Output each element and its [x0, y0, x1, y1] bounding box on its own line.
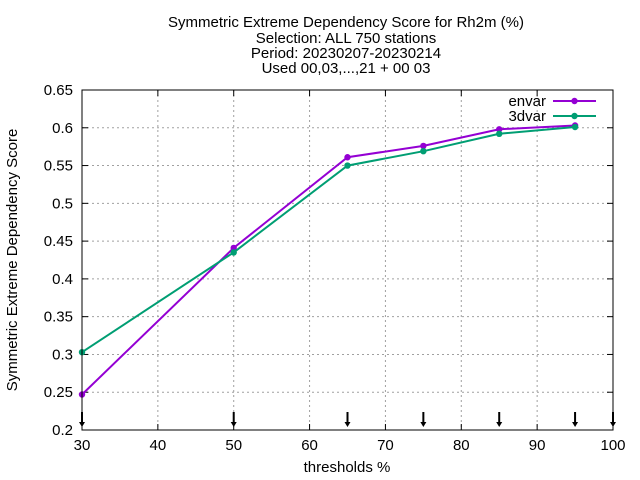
threshold-arrow [420, 412, 427, 427]
title-line-1: Symmetric Extreme Dependency Score for R… [168, 14, 524, 31]
x-tick-label: 70 [377, 437, 394, 454]
x-tick-label: 50 [225, 437, 242, 454]
data-point [230, 244, 237, 252]
y-tick-label: 0.65 [44, 82, 73, 99]
x-tick-label: 100 [600, 437, 625, 454]
x-tick-label: 30 [74, 437, 91, 454]
threshold-arrow [496, 412, 503, 427]
title-line-3: Period: 20230207-20230214 [251, 45, 441, 62]
series-line [81, 126, 576, 354]
legend-label: envar [508, 93, 546, 110]
y-tick-label: 0.55 [44, 158, 73, 175]
y-tick-label: 0.45 [44, 233, 73, 250]
x-tick-label: 80 [453, 437, 470, 454]
data-point [344, 162, 351, 169]
x-tick-label: 60 [301, 437, 318, 454]
legend-marker [571, 97, 578, 105]
axis-ticks [81, 89, 614, 431]
y-tick-label: 0.3 [52, 346, 73, 363]
legend-label: 3dvar [508, 108, 546, 125]
y-tick-label: 0.25 [44, 384, 73, 401]
threshold-arrow [230, 412, 237, 427]
chart-title: Symmetric Extreme Dependency Score for R… [168, 14, 524, 77]
plot-frame [81, 89, 614, 431]
series-3dvar [78, 123, 579, 356]
x-tick-label: 90 [529, 437, 546, 454]
threshold-markers [79, 412, 616, 427]
threshold-arrow [344, 412, 351, 427]
tick-labels: 0.2 0.25 0.3 0.35 0.4 0.45 0.5 0.55 0.6 0.65 30 40 5… [44, 82, 626, 454]
y-tick-label: 0.6 [52, 120, 73, 137]
y-tick-label: 0.5 [52, 195, 73, 212]
x-axis-label: thresholds % [304, 459, 391, 476]
series-line [81, 124, 576, 396]
title-line-4: Used 00,03,...,21 + 00 03 [262, 60, 431, 77]
data-point [420, 142, 427, 150]
series-envar [78, 122, 579, 398]
legend-marker [571, 112, 578, 120]
x-tick-label: 40 [150, 437, 167, 454]
data-point [344, 154, 351, 161]
title-line-2: Selection: ALL 750 stations [256, 30, 436, 47]
y-tick-label: 0.4 [52, 271, 73, 288]
data-point [571, 123, 579, 131]
threshold-arrow [572, 412, 579, 427]
data-point [420, 148, 427, 155]
data-series [78, 122, 579, 398]
y-axis-label: Symmetric Extreme Dependency Score [4, 129, 21, 392]
grid-lines [82, 90, 613, 430]
data-point [496, 126, 503, 133]
y-tick-label: 0.2 [52, 422, 73, 439]
data-point [230, 249, 237, 256]
y-tick-label: 0.35 [44, 309, 73, 326]
data-point [496, 130, 503, 138]
